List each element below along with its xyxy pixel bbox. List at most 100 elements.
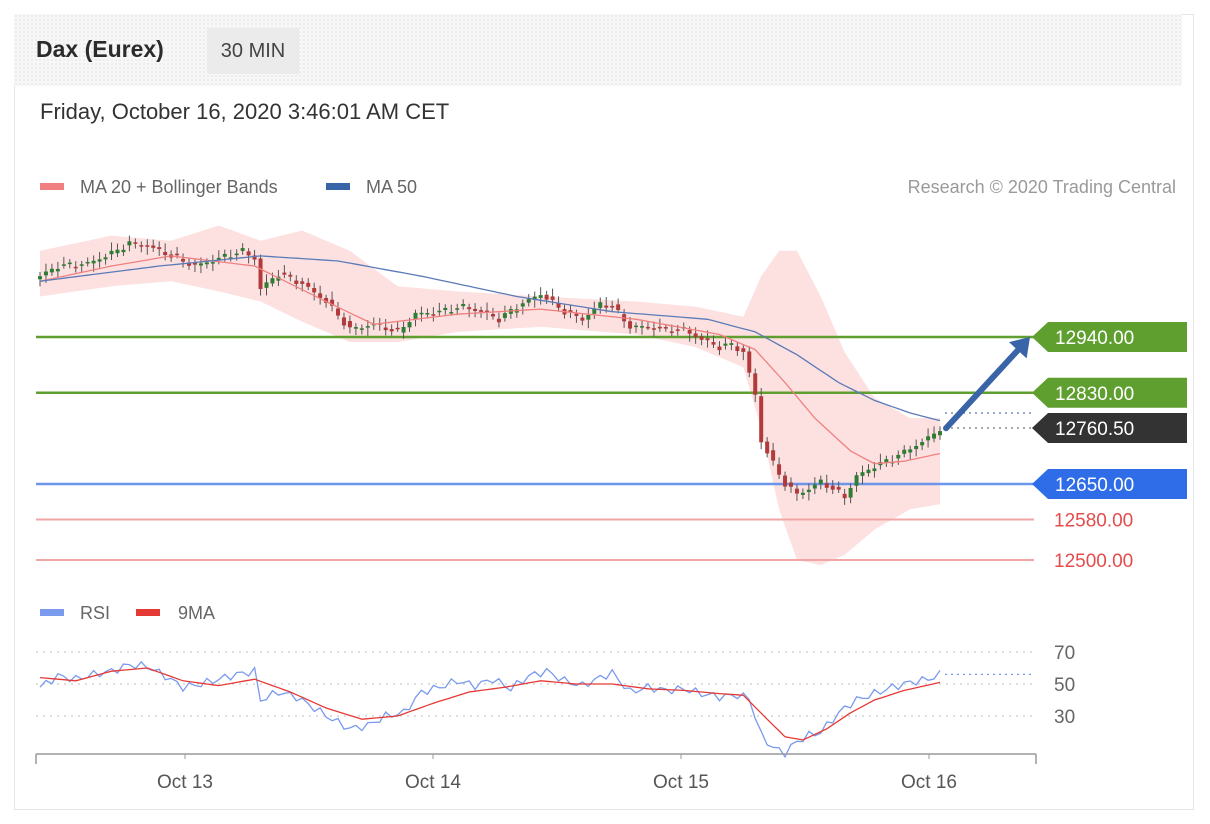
candle-body [324,297,329,303]
candle-body [181,258,186,262]
candle-body [222,253,227,257]
candle-body [425,313,430,315]
candle-body [806,489,811,493]
candle-body [389,329,394,332]
candle-body [699,336,704,340]
candle-body [520,303,525,307]
candle-body [294,280,299,284]
candle-body [264,282,269,288]
candle-body [395,327,400,330]
x-axis-labels: Oct 13 Oct 14 Oct 15 Oct 16 [157,754,957,793]
candle-body [663,327,668,329]
candle-body [872,468,877,472]
ma20-line [39,255,941,465]
projection-arrow-shaft [943,347,1021,432]
projection-arrow-head [1008,337,1030,359]
candle-body [449,312,454,314]
candle-body [413,312,418,320]
candle-body [204,262,209,265]
candle-body [902,449,907,454]
candle-body [532,296,537,300]
candle-body [216,257,221,260]
candle-body [443,307,448,311]
candle-body [139,245,144,247]
candle-body [783,475,788,487]
candle-body [38,276,42,280]
candle-body [353,327,358,329]
candle-body [419,312,424,315]
candle-body [526,299,531,303]
candle-body [336,308,341,316]
candle-body [282,272,287,275]
candle-body [908,449,913,453]
candle-body [800,492,805,495]
candle-body [473,308,478,311]
candle-body [157,247,162,250]
candle-body [711,342,716,345]
candle-body [938,431,942,436]
candle-body [133,242,138,244]
level-label-12650.00: 12650.00 [1055,475,1134,496]
bollinger-band [40,225,940,566]
candle-body [151,245,156,248]
candle-body [97,259,102,262]
candle-body [669,331,674,333]
candle-body [598,302,603,308]
candle-body [628,321,633,329]
candle-body [914,446,919,450]
candle-body [288,274,293,277]
candle-body [79,264,84,266]
candle-body [306,282,311,287]
candle-body [836,486,841,490]
candle-body [330,299,335,306]
chart-datetime: Friday, October 16, 2020 3:46:01 AM CET [40,99,450,124]
candle-body [479,310,484,312]
candle-body [228,257,233,259]
rsi-tick-label: 50 [1054,675,1075,696]
candle-body [842,493,847,499]
candle-body [341,317,346,326]
candle-body [121,249,126,253]
timeframe-tab[interactable]: 30 MIN [207,28,299,74]
candle-body [145,245,150,247]
candle-body [359,328,364,330]
candle-body [610,305,615,308]
candle-body [657,326,662,329]
candle-body [794,488,799,494]
candle-body [592,308,597,314]
candle-body [455,308,460,310]
candle-body [73,266,78,269]
candle-body [753,373,758,395]
candle-body [568,310,573,312]
candle-body [651,328,656,330]
x-axis-label: Oct 14 [405,772,461,793]
price-plot-area: 12940.00 12830.00 12760.50 12650.00 12580.00… [36,225,1187,572]
candle-body [544,294,549,300]
candle-body [109,250,114,255]
x-axis-label: Oct 13 [157,772,213,793]
candle-body [860,472,865,476]
candle-body [258,258,263,289]
candle-body [401,327,406,333]
candle-body [496,318,501,323]
rsi-tick-label: 30 [1054,707,1075,728]
level-label-12940.00: 12940.00 [1055,328,1134,349]
candle-body [365,326,370,328]
ma20-legend-label: MA 20 + Bollinger Bands [80,177,278,197]
candle-body [270,278,275,284]
candle-body [276,276,281,281]
candle-body [538,295,543,298]
candle-body [693,333,698,338]
candle-body [884,459,889,463]
candle-body [246,251,251,256]
candle-body [634,325,639,328]
candle-body [556,303,561,308]
candle-body [848,487,853,498]
candle-body [55,268,60,272]
instrument-title: Dax (Eurex) [36,36,164,62]
rsi-plot-area: 70 50 30 [36,643,1075,759]
candle-body [240,248,245,251]
candle-body [729,343,734,345]
rsi-legend-label: RSI [80,603,110,623]
candle-body [91,260,96,264]
